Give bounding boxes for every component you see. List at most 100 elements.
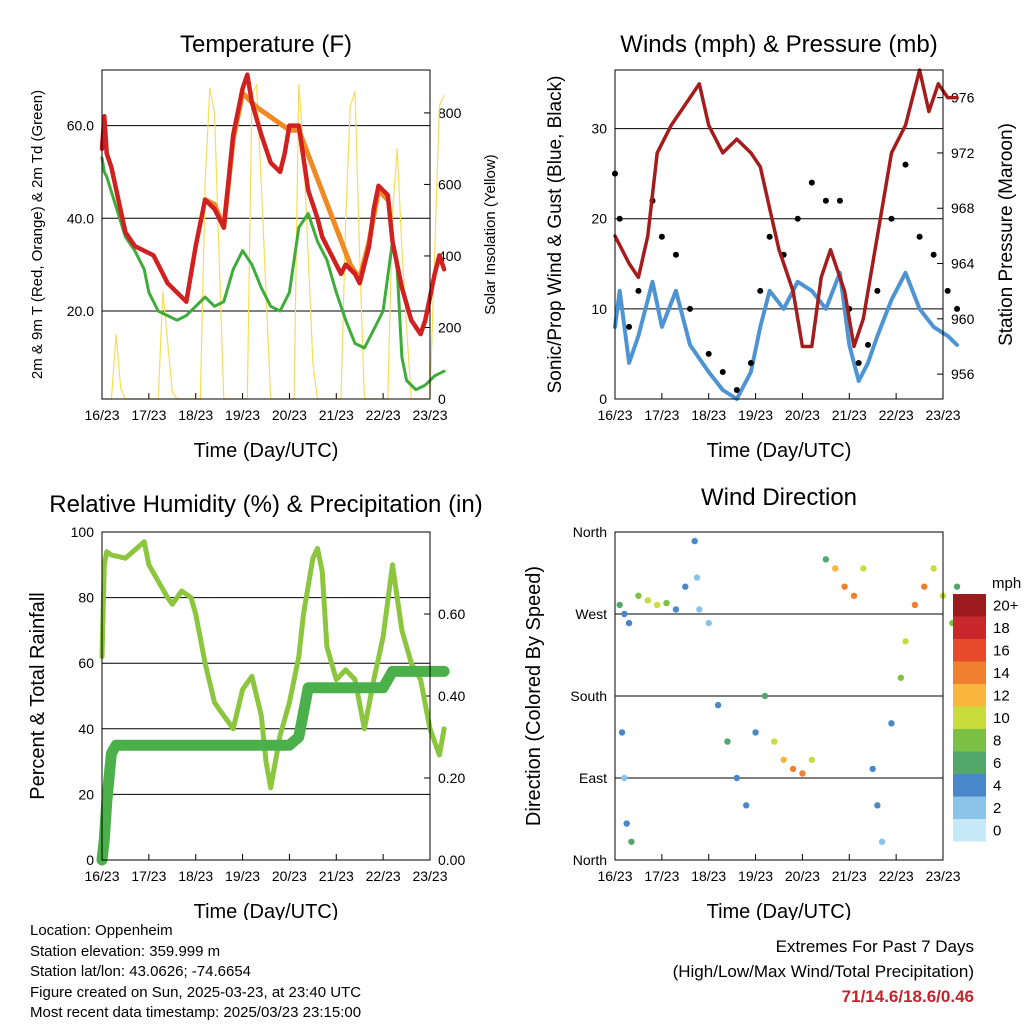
direction-point (953, 583, 961, 590)
gust-point (808, 179, 815, 186)
station-location: Location: Oppenheim (30, 922, 173, 939)
y-tick-label: North (573, 852, 607, 868)
gust-point (672, 251, 679, 258)
x-tick-label: 18/23 (178, 868, 213, 884)
x-tick-label: 20/23 (272, 407, 307, 423)
direction-point (743, 802, 750, 809)
y-right-tick-label: 800 (438, 105, 462, 121)
direction-point (930, 565, 937, 572)
gust-point (822, 197, 829, 204)
plot-border (101, 69, 431, 400)
y-tick-label: 0 (86, 852, 94, 868)
legend-label: 14 (993, 665, 1010, 682)
y-right-tick-label: 968 (951, 200, 975, 216)
extremes-box: Extremes For Past 7 Days (High/Low/Max W… (673, 934, 974, 1009)
direction-point (618, 729, 626, 736)
y-right-tick-label: 400 (438, 248, 462, 264)
chart-panel-grid: Temperature (F) 16/23 17/23 18/23 19/23 20/23… (27, 31, 1021, 920)
x-axis-label: Time (Day/UTC) (707, 901, 852, 920)
gust-point (916, 233, 923, 240)
chart-title: Relative Humidity (%) & Precipitation (i… (49, 491, 482, 518)
x-tick-label: 19/23 (738, 868, 773, 884)
extremes-title: Extremes For Past 7 Days (775, 937, 974, 956)
direction-point (921, 583, 928, 590)
direction-point (623, 820, 630, 827)
legend-label: 6 (993, 755, 1001, 772)
y-tick-label: 0 (599, 391, 607, 407)
direction-point (860, 565, 867, 572)
gust-point (757, 287, 764, 294)
speed-legend: mph 0 2 4 6 8 10 12 14 16 18 20+ (953, 575, 1021, 842)
direction-point (850, 592, 858, 599)
legend-swatch (953, 639, 986, 662)
gust-point (747, 359, 754, 366)
y-tick-label: 20.0 (67, 303, 94, 319)
legend-swatch (953, 661, 986, 684)
x-tick-label: 17/23 (131, 407, 166, 423)
legend-label: 8 (993, 732, 1001, 749)
direction-point (696, 606, 703, 613)
series-wind (613, 270, 960, 401)
x-tick-label: 16/23 (597, 407, 632, 423)
x-tick-label: 23/23 (412, 407, 447, 423)
station-info: Location: Oppenheim Station elevation: 3… (30, 921, 361, 1024)
x-tick-label: 17/23 (644, 407, 679, 423)
gust-point (874, 287, 881, 294)
chart-title: Wind Direction (701, 484, 857, 511)
x-tick-label: 20/23 (785, 407, 820, 423)
y-right-tick-label: 0.60 (438, 606, 465, 622)
legend-label: 0 (993, 822, 1001, 839)
direction-point (841, 583, 848, 590)
direction-point (616, 601, 623, 609)
x-tick-label: 19/23 (225, 868, 260, 884)
y-tick-label: East (579, 770, 607, 786)
y-right-tick-label: 972 (951, 145, 975, 161)
direction-point (635, 592, 642, 599)
y-tick-label: 20 (78, 786, 94, 802)
gust-point (616, 215, 623, 222)
direction-point (644, 597, 651, 604)
x-tick-label: 16/23 (84, 868, 119, 884)
x-tick-label: 19/23 (225, 407, 260, 423)
x-axis-label: Time (Day/UTC) (707, 440, 852, 462)
y-tick-label: 100 (71, 524, 95, 540)
gust-point (836, 197, 843, 204)
series-precip (96, 665, 450, 866)
direction-point (628, 838, 635, 845)
y-right-tick-label: 956 (951, 366, 975, 382)
extremes-values: 71/14.6/18.6/0.46 (841, 987, 974, 1006)
direction-point (832, 565, 839, 572)
direction-point (771, 738, 778, 745)
station-elevation: Station elevation: 359.999 m (30, 942, 221, 960)
gust-point (888, 215, 895, 222)
direction-point (621, 610, 628, 618)
x-tick-label: 18/23 (691, 407, 726, 423)
direction-point (878, 838, 886, 845)
y-axis-label: Direction (Colored By Speed) (523, 566, 545, 826)
y-right-axis-label: Station Pressure (Maroon) (996, 123, 1017, 346)
legend-swatch (953, 594, 986, 617)
x-tick-label: 17/23 (644, 868, 679, 884)
direction-point (761, 692, 769, 700)
station-latlon: Station lat/lon: 43.0626; -74.6654 (30, 963, 252, 981)
legend-swatch (953, 729, 986, 752)
y-tick-label: 60.0 (67, 118, 94, 134)
chart-title: Winds (mph) & Pressure (mb) (620, 31, 937, 58)
y-tick-label: North (573, 524, 607, 540)
y-right-tick-label: 964 (951, 256, 975, 272)
y-axis-label: Percent & Total Rainfall (27, 592, 49, 800)
y-axis-label: 2m & 9m T (Red, Orange) & 2m Td (Green) (29, 90, 46, 379)
y-right-tick-label: 0.00 (438, 852, 465, 868)
direction-point (780, 756, 787, 763)
x-tick-label: 21/23 (319, 868, 354, 884)
legend-label: 2 (993, 800, 1001, 817)
direction-point (621, 774, 628, 782)
gust-point (902, 161, 909, 168)
y-tick-label: 30 (591, 121, 607, 137)
y-tick-label: South (570, 688, 607, 704)
y-right-tick-label: 960 (951, 311, 975, 327)
direction-point (752, 729, 759, 736)
plot-border (101, 531, 431, 861)
legend-label: 20+ (993, 597, 1019, 614)
gust-point (626, 323, 633, 330)
